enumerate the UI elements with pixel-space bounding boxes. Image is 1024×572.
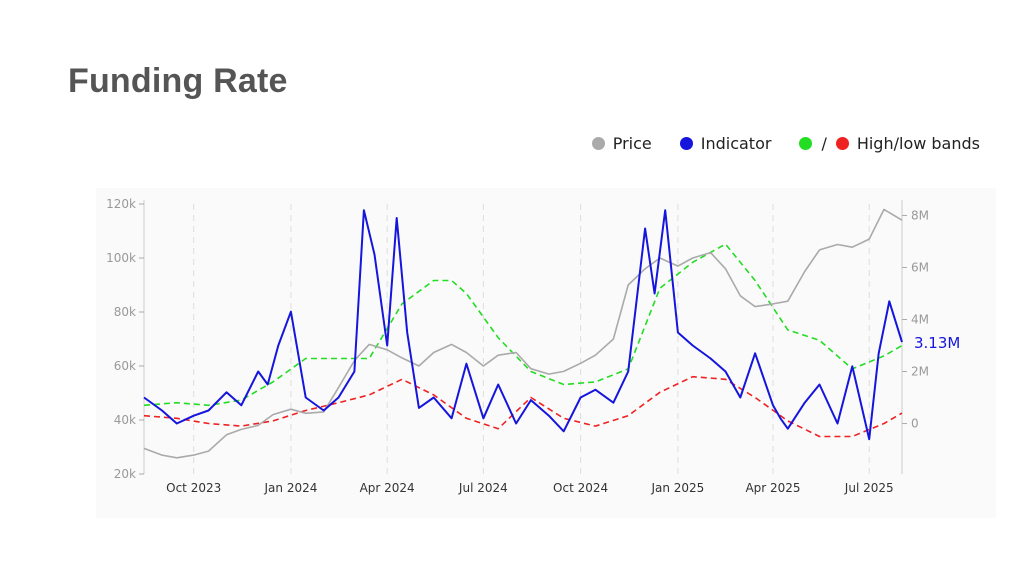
legend-high-band-dot bbox=[799, 137, 813, 150]
right-tick-label: 4M bbox=[911, 312, 929, 326]
left-tick-label: 20k bbox=[114, 467, 136, 481]
legend-indicator-dot bbox=[679, 137, 693, 150]
legend-item-price[interactable]: Price bbox=[591, 134, 652, 153]
low-band-series-line bbox=[143, 375, 903, 438]
x-tick-label: Jul 2025 bbox=[844, 481, 894, 495]
high-band-series-line bbox=[143, 243, 903, 407]
legend-slash: / bbox=[821, 134, 827, 153]
x-tick-label: Jan 2024 bbox=[264, 481, 318, 495]
indicator-series-line bbox=[143, 209, 903, 441]
legend-item-bands[interactable]: / High/low bands bbox=[799, 134, 980, 153]
legend-bands-label: High/low bands bbox=[856, 134, 980, 153]
indicator-last-value-label: 3.13M bbox=[914, 334, 960, 352]
left-tick-label: 60k bbox=[114, 359, 136, 373]
legend-item-indicator[interactable]: Indicator bbox=[679, 134, 772, 153]
x-tick-label: Apr 2024 bbox=[360, 481, 415, 495]
x-tick-label: Oct 2024 bbox=[553, 481, 608, 495]
legend-price-label: Price bbox=[612, 134, 652, 153]
right-tick-label: 0 bbox=[911, 417, 919, 431]
chart-svg: Oct 2023 Jan 2024 Apr 2024 Jul 2024 Oct 2024… bbox=[106, 197, 960, 495]
right-tick-label: 8M bbox=[911, 208, 929, 222]
left-tick-label: 120k bbox=[106, 197, 136, 211]
x-tick-label: Jan 2025 bbox=[650, 481, 704, 495]
left-tick-label: 80k bbox=[114, 305, 136, 319]
page-title: Funding Rate bbox=[68, 62, 288, 100]
chart-legend: Price Indicator / High/low bands bbox=[591, 134, 980, 153]
x-tick-label: Jul 2024 bbox=[458, 481, 508, 495]
right-tick-label: 6M bbox=[911, 260, 929, 274]
price-series-line bbox=[143, 208, 903, 459]
legend-low-band-dot bbox=[835, 137, 849, 150]
x-tick-label: Oct 2023 bbox=[166, 481, 221, 495]
x-tick-label: Apr 2025 bbox=[745, 481, 800, 495]
legend-indicator-label: Indicator bbox=[700, 134, 772, 153]
chart-area: Oct 2023 Jan 2024 Apr 2024 Jul 2024 Oct 2024… bbox=[96, 188, 996, 518]
left-tick-label: 40k bbox=[114, 413, 136, 427]
right-tick-label: 2M bbox=[911, 365, 929, 379]
legend-price-dot bbox=[591, 137, 605, 150]
left-tick-label: 100k bbox=[106, 251, 136, 265]
